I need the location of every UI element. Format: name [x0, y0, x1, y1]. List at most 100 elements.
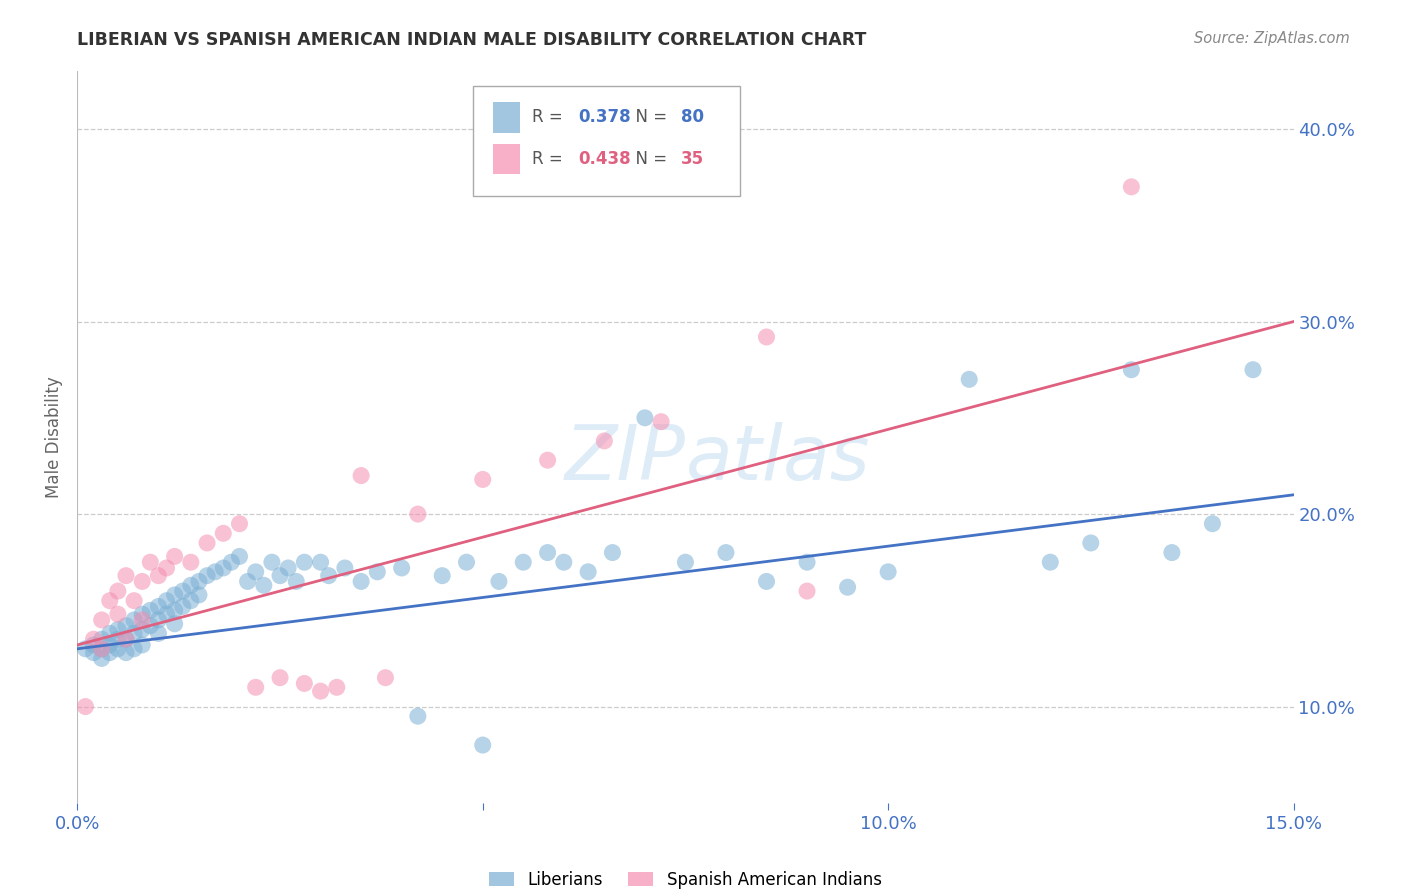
Legend: Liberians, Spanish American Indians: Liberians, Spanish American Indians	[481, 863, 890, 892]
Point	[148, 626, 170, 640]
Point	[650, 415, 672, 429]
Point	[755, 330, 778, 344]
Point	[122, 613, 145, 627]
Point	[83, 646, 105, 660]
Text: 0.438: 0.438	[578, 150, 631, 168]
Point	[115, 646, 138, 660]
Point	[172, 584, 194, 599]
Point	[374, 671, 396, 685]
Bar	[494, 144, 520, 175]
Point	[277, 561, 299, 575]
Text: LIBERIAN VS SPANISH AMERICAN INDIAN MALE DISABILITY CORRELATION CHART: LIBERIAN VS SPANISH AMERICAN INDIAN MALE…	[77, 31, 866, 49]
Point	[148, 568, 170, 582]
Point	[148, 613, 170, 627]
Point	[107, 584, 129, 599]
Point	[180, 555, 202, 569]
Point	[107, 623, 129, 637]
Point	[1161, 545, 1184, 559]
Point	[131, 638, 153, 652]
Point	[957, 372, 980, 386]
Point	[221, 555, 243, 569]
Point	[634, 410, 657, 425]
Point	[75, 699, 97, 714]
Point	[245, 681, 267, 695]
Point	[309, 555, 332, 569]
Point	[131, 607, 153, 622]
Point	[318, 568, 340, 582]
Point	[122, 641, 145, 656]
Text: atlas: atlas	[686, 422, 870, 496]
Point	[180, 593, 202, 607]
Point	[90, 613, 112, 627]
Point	[122, 593, 145, 607]
Point	[553, 555, 575, 569]
Text: N =: N =	[624, 150, 672, 168]
Point	[593, 434, 616, 448]
Text: R =: R =	[533, 150, 568, 168]
Point	[115, 632, 138, 647]
Point	[98, 638, 121, 652]
Point	[326, 681, 349, 695]
Y-axis label: Male Disability: Male Disability	[45, 376, 63, 498]
Point	[172, 599, 194, 614]
Bar	[494, 102, 520, 133]
Point	[90, 641, 112, 656]
Point	[90, 651, 112, 665]
Point	[350, 468, 373, 483]
Point	[675, 555, 697, 569]
FancyBboxPatch shape	[472, 86, 740, 195]
Point	[107, 607, 129, 622]
Point	[292, 676, 315, 690]
Point	[877, 565, 900, 579]
Point	[90, 632, 112, 647]
Point	[456, 555, 478, 569]
Point	[90, 641, 112, 656]
Point	[98, 646, 121, 660]
Point	[1121, 362, 1143, 376]
Point	[163, 603, 186, 617]
Point	[292, 555, 315, 569]
Point	[131, 613, 153, 627]
Point	[98, 626, 121, 640]
Point	[75, 641, 97, 656]
Point	[602, 545, 624, 559]
Point	[188, 588, 211, 602]
Point	[195, 536, 218, 550]
Point	[139, 603, 162, 617]
Point	[228, 516, 250, 531]
Point	[107, 641, 129, 656]
Point	[1039, 555, 1062, 569]
Point	[115, 618, 138, 632]
Point	[755, 574, 778, 589]
Point	[155, 607, 177, 622]
Point	[471, 472, 494, 486]
Point	[471, 738, 494, 752]
Point	[155, 593, 177, 607]
Point	[188, 574, 211, 589]
Point	[83, 632, 105, 647]
Point	[536, 453, 558, 467]
Point	[714, 545, 737, 559]
Point	[115, 568, 138, 582]
Point	[107, 632, 129, 647]
Point	[180, 578, 202, 592]
Text: N =: N =	[624, 109, 672, 127]
Point	[131, 623, 153, 637]
Point	[204, 565, 226, 579]
Point	[98, 593, 121, 607]
Point	[366, 565, 388, 579]
Point	[1201, 516, 1223, 531]
Point	[1241, 362, 1264, 376]
Point	[139, 618, 162, 632]
Point	[1121, 179, 1143, 194]
Point	[131, 574, 153, 589]
Point	[163, 549, 186, 564]
Point	[796, 584, 818, 599]
Point	[83, 638, 105, 652]
Point	[148, 599, 170, 614]
Text: Source: ZipAtlas.com: Source: ZipAtlas.com	[1194, 31, 1350, 46]
Point	[488, 574, 510, 589]
Point	[512, 555, 534, 569]
Point	[228, 549, 250, 564]
Point	[115, 632, 138, 647]
